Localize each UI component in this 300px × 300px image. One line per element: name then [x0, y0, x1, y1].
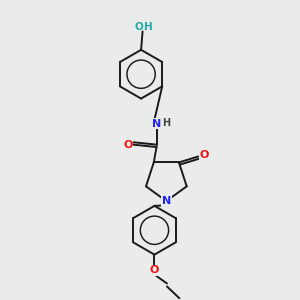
- Text: O: O: [123, 140, 133, 150]
- Text: O: O: [135, 22, 143, 32]
- Text: O: O: [150, 265, 159, 275]
- Text: H: H: [143, 22, 152, 32]
- Text: O: O: [200, 150, 209, 160]
- Text: N: N: [162, 196, 171, 206]
- Text: H: H: [162, 118, 170, 128]
- Text: N: N: [152, 119, 161, 129]
